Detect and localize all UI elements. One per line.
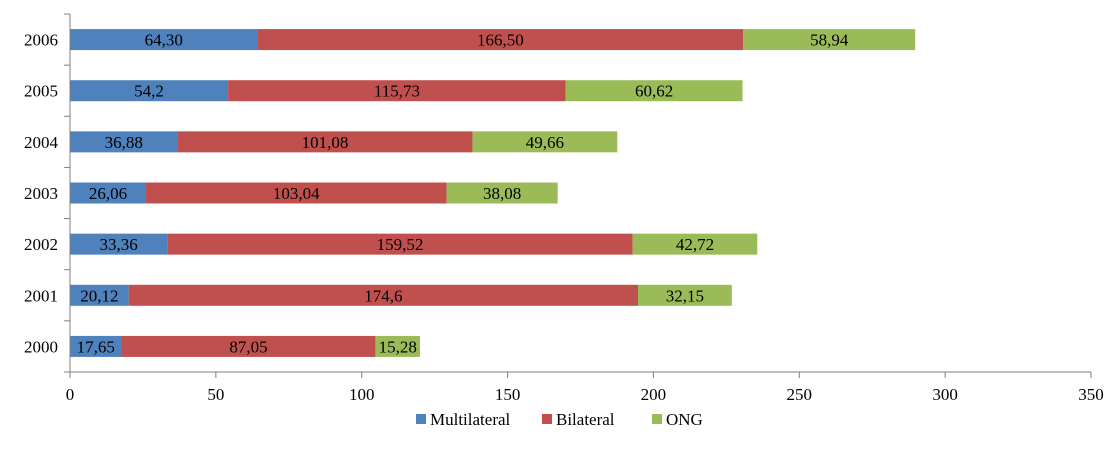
bar-multilateral-2003 [70, 182, 147, 204]
data-label-ong-2000: 15,28 [379, 337, 417, 356]
bar-multilateral-2000 [70, 335, 122, 357]
bar-ong-2006 [743, 29, 916, 51]
y-tick-label-2000: 2000 [24, 337, 58, 356]
bar-ong-2004 [472, 131, 618, 153]
data-label-bilateral-2003: 103,04 [273, 184, 320, 203]
y-tick-label-2001: 2001 [24, 286, 58, 305]
bar-bilateral-2005 [228, 80, 566, 102]
data-label-multilateral-2000: 17,65 [77, 337, 115, 356]
x-tick-label-50: 50 [207, 385, 224, 404]
legend-swatch-ong [652, 414, 662, 424]
bar-bilateral-2006 [257, 29, 744, 51]
data-label-ong-2004: 49,66 [526, 133, 564, 152]
bar-ong-2003 [446, 182, 558, 204]
legend-swatch-multilateral [416, 414, 426, 424]
data-label-bilateral-2000: 87,05 [229, 337, 267, 356]
data-label-bilateral-2001: 174,6 [364, 286, 402, 305]
x-tick-label-100: 100 [349, 385, 375, 404]
bar-labels-layer: 17,65 87,05 15,28 20,12 174,6 32,15 33,36 159,5… [77, 31, 849, 357]
data-label-ong-2003: 38,08 [483, 184, 521, 203]
bar-ong-2005 [565, 80, 743, 102]
data-label-ong-2001: 32,15 [666, 286, 704, 305]
data-label-multilateral-2005: 54,2 [134, 82, 164, 101]
axes-layer [69, 14, 1091, 373]
x-tick-label-350: 350 [1078, 385, 1104, 404]
bar-ong-2001 [638, 284, 732, 306]
bar-bilateral-2003 [146, 182, 447, 204]
y-tick-label-2006: 2006 [24, 31, 58, 50]
legend: Multilateral Bilateral ONG [416, 410, 703, 429]
y-tick-label-2002: 2002 [24, 235, 58, 254]
bar-multilateral-2005 [70, 80, 229, 102]
data-label-multilateral-2004: 36,88 [105, 133, 143, 152]
x-tick-label-200: 200 [641, 385, 667, 404]
legend-label-multilateral: Multilateral [430, 410, 511, 429]
data-label-multilateral-2006: 64,30 [145, 31, 183, 50]
data-label-ong-2006: 58,94 [810, 31, 849, 50]
bar-ong-2000 [375, 335, 420, 357]
data-label-multilateral-2002: 33,36 [100, 235, 138, 254]
data-label-bilateral-2002: 159,52 [377, 235, 424, 254]
bar-multilateral-2002 [70, 233, 168, 255]
data-label-bilateral-2006: 166,50 [477, 31, 524, 50]
bars-layer [70, 29, 916, 357]
x-tick-label-150: 150 [495, 385, 521, 404]
legend-label-ong: ONG [666, 410, 703, 429]
y-tick-label-2004: 2004 [24, 133, 59, 152]
data-label-multilateral-2001: 20,12 [80, 286, 118, 305]
x-tick-label-250: 250 [787, 385, 813, 404]
bar-ong-2002 [632, 233, 758, 255]
bar-bilateral-2002 [167, 233, 633, 255]
data-label-ong-2002: 42,72 [676, 235, 714, 254]
legend-swatch-bilateral [542, 414, 552, 424]
x-tick-label-0: 0 [66, 385, 75, 404]
bar-multilateral-2006 [70, 29, 258, 51]
y-tick-label-2003: 2003 [24, 184, 58, 203]
bar-bilateral-2004 [177, 131, 473, 153]
data-label-multilateral-2003: 26,06 [89, 184, 127, 203]
data-label-bilateral-2005: 115,73 [374, 82, 420, 101]
data-label-ong-2005: 60,62 [635, 82, 673, 101]
y-tick-label-2005: 2005 [24, 82, 58, 101]
bar-bilateral-2001 [128, 284, 639, 306]
data-label-bilateral-2004: 101,08 [302, 133, 349, 152]
legend-label-bilateral: Bilateral [556, 410, 615, 429]
ticks-layer: 2000 2001 2002 2003 2004 2005 2006 0 50 100 150 200… [24, 13, 1104, 404]
bar-multilateral-2004 [70, 131, 178, 153]
bar-bilateral-2000 [121, 335, 376, 357]
x-tick-label-300: 300 [932, 385, 958, 404]
bar-multilateral-2001 [70, 284, 129, 306]
